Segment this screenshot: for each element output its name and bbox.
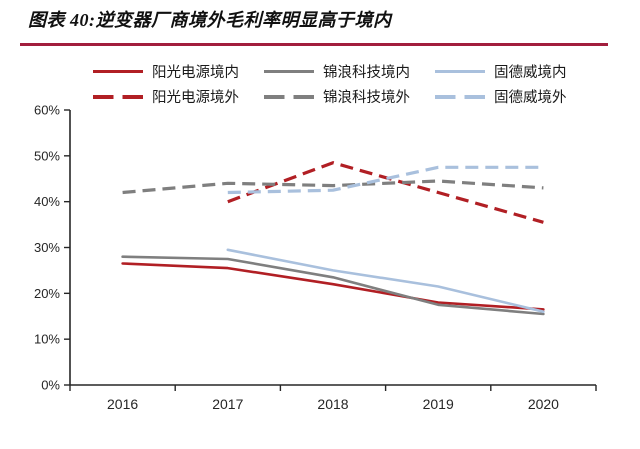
- x-tick-label: 2018: [317, 396, 348, 412]
- legend-item: 阳光电源境外: [93, 84, 264, 109]
- series-line-1: [227, 161, 544, 224]
- legend-label: 固德威境外: [494, 90, 567, 106]
- y-tick-label: 10%: [34, 332, 60, 347]
- series-line-2: [121, 255, 545, 316]
- y-tick-label: 0%: [41, 378, 60, 393]
- y-tick-label: 60%: [34, 104, 60, 118]
- legend-item: 固德威境内: [435, 59, 606, 84]
- legend-label: 锦浪科技境内: [323, 65, 410, 81]
- legend-swatch-solid-line: [435, 70, 485, 73]
- x-tick-label: 2016: [107, 396, 138, 412]
- x-tick-label: 2019: [423, 396, 454, 412]
- series-line-5: [227, 165, 544, 195]
- line-chart: 0% 10% 20% 30% 40% 50% 60% 2016 2017 2018 2019 2020: [34, 104, 597, 412]
- y-tick-label: 40%: [34, 194, 60, 209]
- legend-label: 固德威境内: [494, 65, 567, 81]
- legend-swatch-solid-line: [264, 70, 314, 73]
- chart-title: 图表 40:逆变器厂商境外毛利率明显高于境内: [28, 10, 392, 30]
- chart-legend: 阳光电源境内 锦浪科技境内 固德威境内阳光电源境外 锦浪科技境外 固德威境外: [93, 59, 606, 109]
- legend-swatch-dashed-line: [264, 94, 314, 99]
- x-tick-label: 2017: [212, 396, 243, 412]
- legend-swatch-dashed-line: [435, 94, 485, 99]
- x-tick-label: 2020: [528, 396, 559, 412]
- legend-label: 阳光电源境内: [152, 65, 239, 81]
- series-line-3: [122, 179, 544, 195]
- legend-label: 阳光电源境外: [152, 90, 239, 106]
- legend-item: 锦浪科技境内: [264, 59, 435, 84]
- y-tick-label: 20%: [34, 286, 60, 301]
- legend-swatch-solid-line: [93, 70, 143, 73]
- title-underline-rule: [20, 43, 608, 46]
- legend-swatch-dashed-line: [93, 94, 143, 99]
- legend-item: 锦浪科技境外: [264, 84, 435, 109]
- series-line-0: [121, 262, 545, 311]
- series-line-4: [226, 248, 545, 313]
- y-tick-label: 50%: [34, 148, 60, 163]
- legend-item: 固德威境外: [435, 84, 606, 109]
- legend-item: 阳光电源境内: [93, 59, 264, 84]
- y-tick-label: 30%: [34, 240, 60, 255]
- legend-label: 锦浪科技境外: [323, 90, 410, 106]
